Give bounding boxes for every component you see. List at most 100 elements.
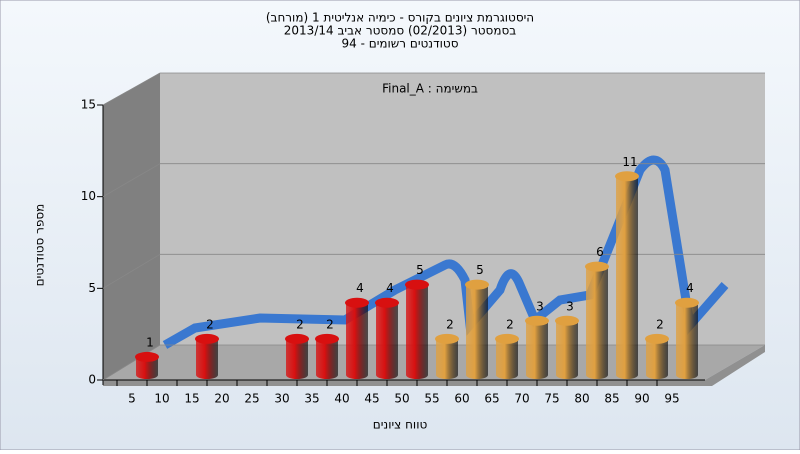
bar-top (315, 333, 339, 344)
bar-body (406, 284, 428, 379)
x-tick-label: 75 (544, 392, 559, 406)
bar (675, 297, 699, 379)
bar (315, 333, 339, 379)
y-tick-label: 10 (81, 189, 96, 203)
bar-body (616, 176, 638, 379)
bar-body (346, 302, 368, 379)
bar (375, 297, 399, 379)
bar-top (345, 297, 369, 308)
data-label: 2 (656, 317, 664, 331)
x-tick-label: 10 (154, 392, 169, 406)
bar-top (645, 333, 669, 344)
bar-top (525, 315, 549, 326)
data-label: 5 (476, 263, 484, 277)
bar-body (646, 338, 668, 379)
chart-subtitle: סטודנטים רשומים - 94 (341, 37, 458, 51)
bar-body (436, 338, 458, 379)
x-tick-label: 30 (274, 392, 289, 406)
x-tick-label: 40 (334, 392, 349, 406)
data-label: 4 (356, 281, 364, 295)
bar-top (435, 333, 459, 344)
data-label: 2 (506, 317, 514, 331)
bar-top (405, 279, 429, 290)
data-label: 2 (446, 317, 454, 331)
bar (435, 333, 459, 379)
x-tick-label: 15 (184, 392, 199, 406)
x-tick-label: 60 (454, 392, 469, 406)
bar (135, 351, 159, 379)
data-label: 2 (326, 317, 334, 331)
bar-top (615, 171, 639, 182)
bar (465, 279, 489, 379)
chart-title: היסטוגרמת ציונים בקורס - כימיה אנליטית 1… (266, 11, 534, 25)
bar (345, 297, 369, 379)
bar-body (136, 356, 158, 379)
bar (495, 333, 519, 379)
x-tick-label: 55 (424, 392, 439, 406)
y-axis-label: מספר סטודנטים (33, 204, 47, 287)
bar-top (135, 351, 159, 362)
annotation: Final_A : במשימה (382, 82, 478, 96)
grid-line (102, 163, 161, 198)
bar-body (316, 338, 338, 379)
y-tick-label: 5 (88, 281, 96, 295)
data-label: 6 (596, 245, 604, 259)
bar (645, 333, 669, 379)
data-label: 11 (622, 155, 637, 169)
bar (585, 261, 609, 379)
x-tick-label: 65 (484, 392, 499, 406)
bar-body (586, 266, 608, 379)
trend-ribbon (162, 155, 729, 349)
bar (525, 315, 549, 379)
floor-edge (103, 345, 765, 386)
data-label: 2 (206, 317, 214, 331)
chart-subtitle: בסמסטר (02/2013) סמסטר אביב 2013/14 (284, 24, 516, 38)
bar-top (465, 279, 489, 290)
data-label: 1 (146, 335, 154, 349)
x-tick-label: 5 (128, 392, 136, 406)
data-label: 5 (416, 263, 424, 277)
bar (285, 333, 309, 379)
y-tick-label: 0 (88, 373, 96, 387)
bar-top (195, 333, 219, 344)
bar (405, 279, 429, 379)
y-tick-label: 15 (81, 98, 96, 112)
bar (555, 315, 579, 379)
bar-body (376, 302, 398, 379)
data-label: 3 (566, 299, 574, 313)
bar (195, 333, 219, 379)
bar-body (526, 320, 548, 379)
data-label: 2 (296, 317, 304, 331)
bar-body (286, 338, 308, 379)
x-tick-label: 20 (214, 392, 229, 406)
data-label: 4 (386, 281, 394, 295)
x-tick-label: 95 (664, 392, 679, 406)
bar-top (285, 333, 309, 344)
bar-body (196, 338, 218, 379)
left-wall (103, 73, 160, 380)
data-label: 4 (686, 281, 694, 295)
bar-top (585, 261, 609, 272)
data-label: 3 (536, 299, 544, 313)
bar-top (555, 315, 579, 326)
bar-body (676, 302, 698, 379)
bar (615, 171, 639, 379)
x-tick-label: 90 (634, 392, 649, 406)
grid-line (102, 72, 161, 106)
x-tick-label: 35 (304, 392, 319, 406)
grid-line (102, 344, 161, 381)
bar-body (466, 284, 488, 379)
grid-line (102, 253, 161, 289)
x-tick-label: 80 (574, 392, 589, 406)
x-tick-label: 50 (394, 392, 409, 406)
bar-body (496, 338, 518, 379)
x-tick-label: 85 (604, 392, 619, 406)
bar-body (556, 320, 578, 379)
back-wall (160, 73, 765, 345)
bar-top (375, 297, 399, 308)
x-tick-label: 70 (514, 392, 529, 406)
bar-top (495, 333, 519, 344)
x-axis-label: טווח ציונים (373, 418, 428, 432)
x-tick-label: 45 (364, 392, 379, 406)
